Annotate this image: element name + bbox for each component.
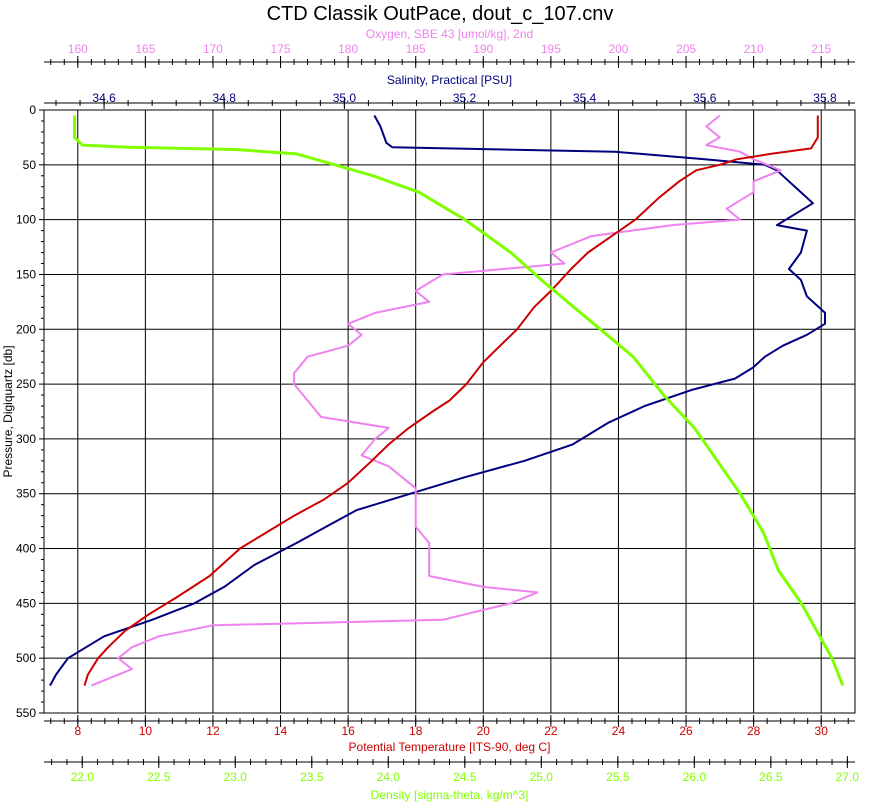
chart-title: CTD Classik OutPace, dout_c_107.cnv [267, 3, 614, 25]
oxygen-tick-label: 185 [406, 42, 426, 56]
temperature-tick-label: 14 [274, 724, 288, 738]
y-tick-label: 300 [16, 432, 36, 446]
temperature-tick-label: 12 [206, 724, 220, 738]
oxygen-tick-label: 160 [68, 42, 88, 56]
oxygen-profile-line [90, 114, 782, 687]
oxygen-tick-label: 170 [203, 42, 223, 56]
temperature-tick-label: 26 [679, 724, 693, 738]
series-layer [49, 114, 845, 687]
y-tick-label: 50 [23, 158, 37, 172]
oxygen-tick-label: 210 [744, 42, 764, 56]
y-tick-label: 150 [16, 267, 36, 281]
oxygen-tick-label: 215 [811, 42, 831, 56]
plot-frame [43, 109, 856, 714]
salinity-tick-label: 34.8 [213, 91, 237, 105]
y-tick-label: 100 [16, 213, 36, 227]
density-tick-label: 27.0 [836, 770, 860, 784]
temperature-tick-label: 16 [341, 724, 355, 738]
y-tick-label: 550 [16, 706, 36, 720]
oxygen-tick-label: 180 [338, 42, 358, 56]
oxygen-axis-label: Oxygen, SBE 43 [umol/kg], 2nd [366, 27, 533, 41]
salinity-tick-label: 34.6 [92, 91, 116, 105]
salinity-tick-label: 35.4 [573, 91, 597, 105]
temperature-profile-line [83, 115, 819, 686]
temperature-tick-label: 30 [815, 724, 829, 738]
density-tick-label: 26.0 [683, 770, 707, 784]
oxygen-tick-label: 195 [541, 42, 561, 56]
oxygen-tick-label: 205 [676, 42, 696, 56]
density-tick-label: 23.5 [300, 770, 324, 784]
density-tick-label: 25.0 [530, 770, 554, 784]
salinity-tick-label: 35.8 [813, 91, 837, 105]
y-tick-label: 250 [16, 377, 36, 391]
density-profile-line [73, 115, 845, 687]
y-tick-label: 450 [16, 596, 36, 610]
oxygen-tick-label: 165 [135, 42, 155, 56]
y-axis-label: Pressure, Digiquartz [db] [1, 345, 15, 477]
salinity-tick-label: 35.2 [453, 91, 477, 105]
density-tick-label: 26.5 [759, 770, 783, 784]
density-tick-label: 24.5 [453, 770, 477, 784]
y-tick-label: 500 [16, 651, 36, 665]
temperature-tick-label: 28 [747, 724, 761, 738]
density-tick-label: 22.5 [147, 770, 171, 784]
salinity-axis-label: Salinity, Practical [PSU] [387, 73, 512, 87]
salinity-profile-line [49, 115, 826, 687]
temperature-tick-label: 24 [612, 724, 626, 738]
y-tick-label: 0 [29, 103, 36, 117]
temperature-axis-label: Potential Temperature [ITS-90, deg C] [349, 740, 551, 754]
density-axis-label: Density [sigma-theta, kg/m^3] [371, 788, 529, 802]
y-tick-label: 400 [16, 542, 36, 556]
y-tick-label: 350 [16, 487, 36, 501]
temperature-tick-label: 8 [74, 724, 81, 738]
density-tick-label: 23.0 [224, 770, 248, 784]
oxygen-tick-label: 200 [608, 42, 628, 56]
oxygen-tick-label: 175 [271, 42, 291, 56]
density-tick-label: 25.5 [606, 770, 630, 784]
grid-layer [44, 109, 855, 714]
oxygen-tick-label: 190 [473, 42, 493, 56]
salinity-tick-label: 35.6 [693, 91, 717, 105]
temperature-tick-label: 22 [544, 724, 558, 738]
temperature-tick-label: 10 [139, 724, 153, 738]
axes-layer: 0 50 100 150 200 250 300 350 400 450 500 550 160 165 1… [16, 27, 859, 802]
temperature-tick-label: 18 [409, 724, 423, 738]
temperature-tick-label: 20 [477, 724, 491, 738]
density-tick-label: 24.0 [377, 770, 401, 784]
density-tick-label: 22.0 [71, 770, 95, 784]
y-tick-label: 200 [16, 322, 36, 336]
salinity-tick-label: 35.0 [333, 91, 357, 105]
